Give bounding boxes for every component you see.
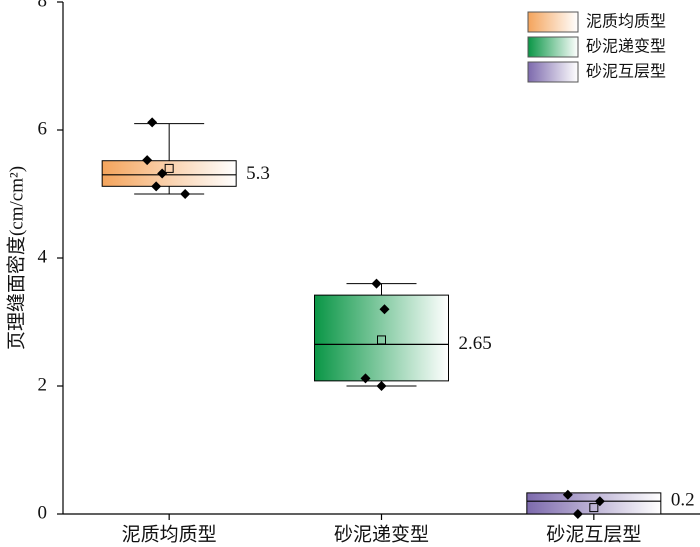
- legend-label: 泥质均质型: [586, 13, 666, 31]
- x-tick-label: 砂泥互层型: [546, 523, 641, 545]
- mean-marker: [164, 163, 174, 173]
- data-point: [157, 168, 168, 179]
- data-point: [142, 155, 153, 166]
- data-point: [594, 496, 605, 507]
- data-point: [572, 509, 583, 519]
- median-label: 2.65: [459, 333, 492, 354]
- legend-swatch: [527, 11, 579, 33]
- data-point: [147, 117, 158, 128]
- y-tick-label: 6: [38, 118, 48, 139]
- legend-swatch: [527, 61, 579, 83]
- legend-label: 砂泥互层型: [586, 63, 666, 81]
- legend-label: 砂泥递变型: [586, 38, 666, 56]
- box: [101, 160, 237, 187]
- mean-marker: [589, 503, 599, 513]
- mean-marker: [377, 335, 386, 345]
- y-tick-label: 4: [38, 246, 48, 267]
- x-tick-label: 泥质均质型: [122, 523, 217, 545]
- y-tick-label: 0: [38, 502, 48, 523]
- y-tick-label: 2: [38, 374, 48, 395]
- legend-swatch: [527, 36, 579, 58]
- median-label: 0.2: [671, 490, 695, 511]
- median-label: 5.3: [246, 163, 270, 184]
- x-tick-label: 砂泥递变型: [334, 523, 429, 545]
- data-point: [180, 189, 191, 199]
- data-point: [151, 181, 162, 192]
- y-axis-label: 页理缝面密度(cm/cm²): [5, 166, 27, 350]
- data-point: [376, 381, 387, 391]
- data-point: [562, 489, 573, 500]
- y-tick-label: 8: [38, 0, 48, 11]
- data-point: [371, 278, 382, 289]
- data-point: [360, 373, 371, 384]
- data-point: [379, 304, 390, 315]
